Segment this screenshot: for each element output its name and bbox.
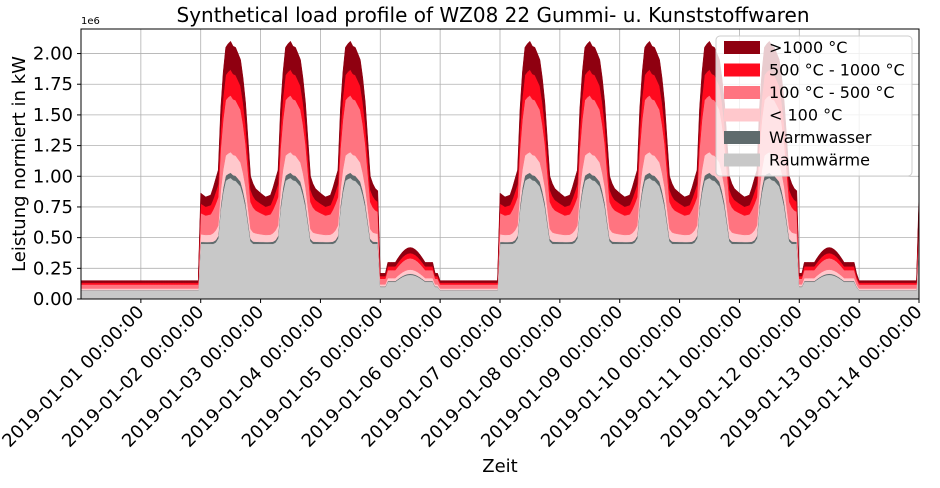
legend-label: 100 °C - 500 °C <box>769 83 895 102</box>
legend-label: Raumwärme <box>769 151 870 170</box>
legend-swatch <box>724 63 760 77</box>
y-tick-label: 1.50 <box>33 105 73 126</box>
y-tick-label: 2.00 <box>33 44 73 65</box>
stacked-areas <box>80 40 920 300</box>
legend-label: Warmwasser <box>769 128 872 147</box>
y-tick-label: 0.00 <box>33 289 73 310</box>
legend-label: >1000 °C <box>769 38 847 57</box>
y-axis-ticks: 0.00 0.25 0.50 0.75 1.00 1.25 1.50 1.75 2.00 <box>33 44 81 310</box>
y-tick-label: 0.75 <box>33 197 73 218</box>
legend-frame <box>715 35 913 177</box>
legend-label: < 100 °C <box>769 106 842 125</box>
y-scale-label: 1e6 <box>81 16 100 27</box>
chart-title: Synthetical load profile of WZ08 22 Gumm… <box>177 3 810 27</box>
legend-swatch <box>724 86 760 99</box>
y-tick-label: 1.75 <box>33 74 73 95</box>
x-axis-label: Zeit <box>482 456 517 477</box>
plot-area <box>80 28 920 300</box>
legend-swatch <box>724 108 760 122</box>
y-tick-label: 0.50 <box>33 228 73 249</box>
legend: >1000 °C 500 °C - 1000 °C 100 °C - 500 °C <… <box>715 35 913 177</box>
y-tick-label: 1.25 <box>33 136 73 157</box>
legend-swatch <box>724 153 760 167</box>
legend-label: 500 °C - 1000 °C <box>769 61 905 80</box>
legend-swatch <box>724 131 760 144</box>
y-tick-label: 0.25 <box>33 258 73 279</box>
y-axis-label: Leistung normiert in kW <box>9 56 30 272</box>
y-tick-label: 1.00 <box>33 166 73 187</box>
legend-swatch <box>724 41 760 54</box>
